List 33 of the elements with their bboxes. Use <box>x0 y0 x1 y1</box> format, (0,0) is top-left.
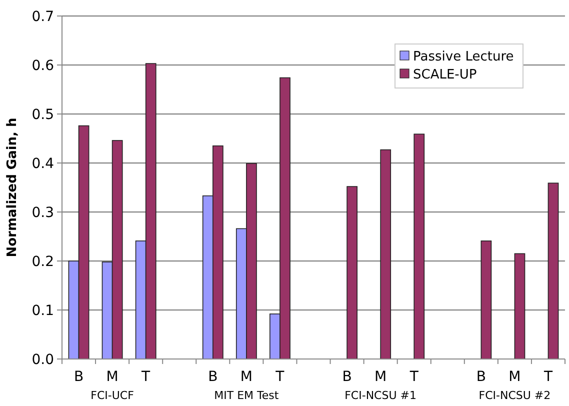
x-tick-label: T <box>140 369 151 385</box>
y-tick-label: 0.0 <box>32 352 54 368</box>
text: FCI-UCF <box>90 389 134 402</box>
text: MIT EM Test <box>214 389 280 402</box>
x-tick-label: B <box>342 369 352 385</box>
y-tick-label: 0.6 <box>32 58 54 74</box>
x-tick-label: T <box>274 369 285 385</box>
x-tick-label: T <box>408 369 419 385</box>
bar <box>480 240 492 360</box>
text: FCI-NCSU #2 <box>478 389 551 402</box>
y-tick-label: 0.2 <box>32 254 54 270</box>
y-tick-label: 0.3 <box>32 204 54 221</box>
y-axis-title: Normalized Gain, h <box>5 118 20 258</box>
x-tick-label: B <box>476 369 486 385</box>
x-tick-label: M <box>240 369 252 385</box>
y-tick-label: 0.7 <box>32 8 54 25</box>
x-tick-label: M <box>106 369 118 385</box>
bar <box>414 134 425 360</box>
bar <box>514 253 526 360</box>
y-tick-label: 0.5 <box>32 106 54 123</box>
bar <box>380 149 392 360</box>
bar <box>346 186 358 360</box>
x-tick-label: T <box>542 369 553 385</box>
x-tick-label: M <box>508 369 521 385</box>
text: FCI-NCSU #1 <box>344 389 417 402</box>
legend-label: SCALE-UP <box>413 68 477 83</box>
legend-label: Passive Lecture <box>413 50 514 65</box>
x-tick-label: M <box>374 369 387 385</box>
y-tick-label: 0.4 <box>32 156 54 172</box>
bar <box>548 182 559 360</box>
y-tick-label: 0.1 <box>32 302 54 319</box>
x-tick-label: B <box>74 369 84 385</box>
x-tick-label: B <box>208 369 218 385</box>
